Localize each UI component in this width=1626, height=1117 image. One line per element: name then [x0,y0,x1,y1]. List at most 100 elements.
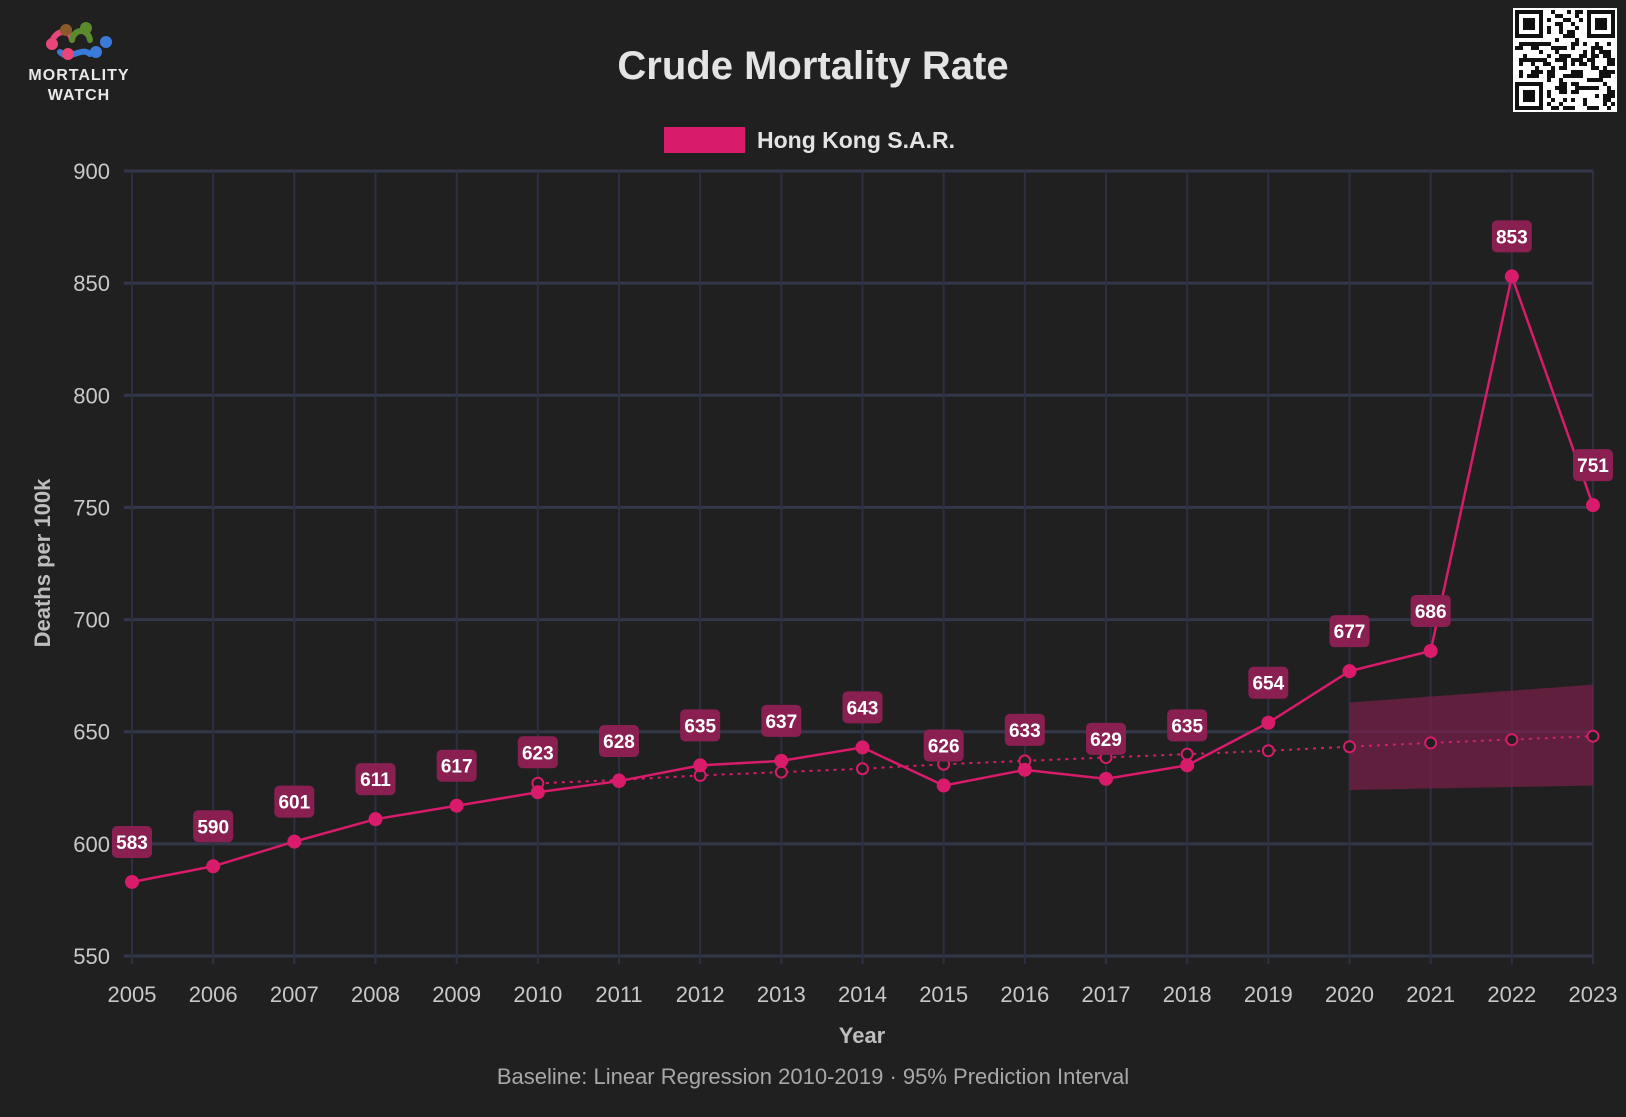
qr-module [1571,70,1575,74]
qr-module [1579,58,1583,62]
qr-module [1611,90,1615,94]
data-label-box [436,749,477,782]
grid [124,169,1594,964]
qr-module [1551,106,1555,110]
data-point[interactable] [855,740,870,755]
qr-module [1583,102,1587,106]
data-point[interactable] [1261,715,1276,730]
data-label: 633 [1009,721,1041,742]
qr-module [1563,46,1567,50]
qr-module [1559,46,1563,50]
qr-module [1563,18,1567,22]
x-tick-label: 2018 [1163,982,1212,1007]
data-point[interactable] [1180,758,1195,773]
qr-module [1547,74,1551,78]
data-label-box [1573,449,1613,482]
qr-module [1523,42,1527,46]
qr-module [1547,78,1551,82]
baseline-point[interactable] [1424,736,1438,750]
data-point[interactable] [1423,643,1438,658]
qr-module [1531,62,1535,66]
data-point[interactable] [1342,664,1357,679]
data-label-box [193,810,234,843]
data-point[interactable] [1586,498,1600,513]
data-label: 635 [684,716,716,737]
data-point[interactable] [693,758,708,773]
qr-module [1551,98,1555,102]
qr-module [1551,10,1555,14]
x-tick-label: 2010 [513,982,562,1007]
qr-module [1595,66,1599,70]
data-point[interactable] [774,753,789,768]
qr-module [1547,102,1551,106]
legend-label: Hong Kong S.A.R. [757,127,955,153]
baseline-point[interactable] [856,762,869,776]
qr-module [1547,94,1551,98]
qr-module [1579,86,1583,90]
baseline-point[interactable] [1343,740,1356,754]
qr-module [1575,38,1579,42]
y-tick-label: 800 [73,383,110,408]
qr-module [1571,82,1575,86]
qr-module [1587,86,1591,90]
qr-module [1559,86,1563,90]
qr-module [1599,70,1603,74]
qr-module [1607,58,1611,62]
qr-module [1559,22,1563,26]
qr-module [1607,70,1611,74]
qr-module [1563,90,1567,94]
qr-module [1567,30,1571,34]
data-point[interactable] [368,812,383,827]
prediction-interval-layer [1349,684,1593,791]
qr-module [1575,74,1579,78]
data-point[interactable] [530,785,545,800]
qr-module [1523,58,1527,62]
data-label: 751 [1577,456,1609,477]
data-point[interactable] [612,774,626,789]
baseline-point[interactable] [1261,744,1275,758]
qr-module [1531,70,1535,74]
qr-module [1583,86,1587,90]
qr-module [1595,78,1599,82]
qr-module [1591,62,1595,66]
data-point[interactable] [1504,269,1519,284]
qr-module [1607,106,1611,110]
data-point[interactable] [1099,771,1113,786]
y-tick-label: 650 [73,720,110,745]
qr-module [1607,94,1611,98]
data-point[interactable] [936,778,951,793]
qr-module [1607,90,1611,94]
qr-module [1547,54,1551,58]
qr-module [1575,82,1579,86]
qr-module [1547,30,1551,34]
baseline-point[interactable] [1180,747,1194,761]
baseline-point[interactable] [1505,733,1519,747]
mortality-watch-logo-icon[interactable] [46,22,112,60]
data-point[interactable] [206,859,221,874]
data-label: 617 [441,757,473,778]
data-label: 583 [116,833,148,854]
data-point[interactable] [449,798,464,813]
qr-module [1611,102,1615,106]
qr-module [1611,94,1615,98]
data-label-box [517,736,558,769]
baseline-point[interactable] [1586,729,1600,743]
data-label: 590 [197,817,229,838]
legend[interactable]: Hong Kong S.A.R. [664,127,955,153]
qr-module [1579,10,1583,14]
qr-module [1579,70,1583,74]
qr-module [1527,42,1531,46]
data-point[interactable] [287,834,302,849]
data-point[interactable] [125,874,139,889]
qr-module [1555,14,1559,18]
data-point[interactable] [1017,762,1032,777]
qr-module [1555,106,1559,110]
data-label: 611 [360,770,391,791]
qr-module [1547,70,1551,74]
baseline-point[interactable] [774,765,788,779]
qr-module [1583,54,1587,58]
qr-code-icon[interactable] [1513,8,1617,112]
qr-module [1563,74,1567,78]
qr-module [1611,62,1615,66]
